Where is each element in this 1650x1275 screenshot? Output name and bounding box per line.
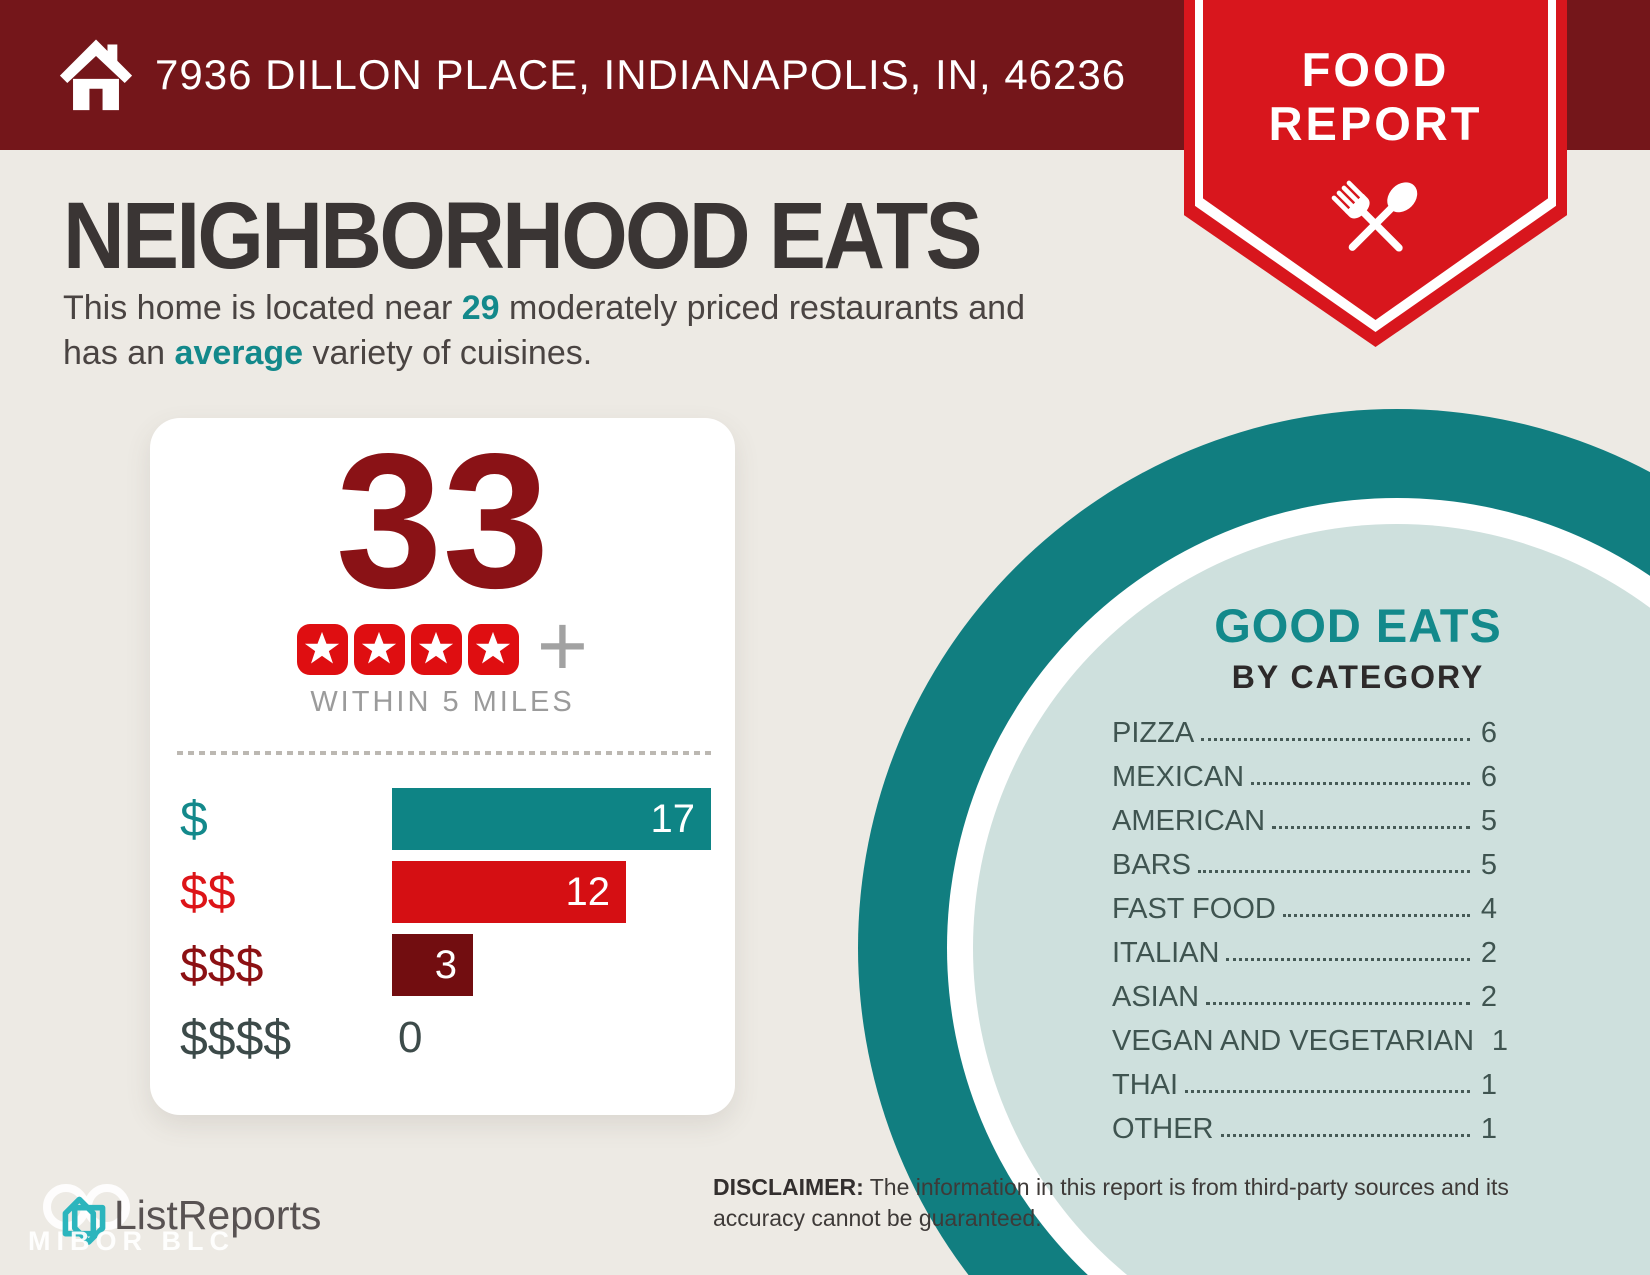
good-eats-heading: GOOD EATS BY CATEGORY [1120, 598, 1596, 696]
category-row: OTHER 1 [1112, 1107, 1497, 1151]
star-icon [296, 623, 348, 675]
category-row: MEXICAN 6 [1112, 755, 1497, 799]
category-count: 1 [1480, 1068, 1497, 1101]
variety-highlight: average [174, 334, 304, 372]
dotted-leader [1201, 737, 1470, 741]
category-label: FAST FOOD [1112, 892, 1276, 925]
bar-value: 17 [650, 796, 696, 841]
category-list: PIZZA 6 MEXICAN 6 AMERICAN 5 BARS 5 FAST FOOD 4 IT… [1112, 711, 1508, 1151]
summary-text: variety of cuisines. [303, 334, 593, 372]
category-row: VEGAN AND VEGETARIAN 1 [1112, 1019, 1508, 1063]
category-count: 4 [1480, 892, 1497, 925]
category-row: PIZZA 6 [1112, 711, 1497, 755]
category-row: ASIAN 2 [1112, 975, 1497, 1019]
category-count: 2 [1480, 936, 1497, 969]
price-tier-label: $ [180, 791, 208, 847]
bar-value: 3 [434, 942, 457, 987]
good-eats-subtitle: BY CATEGORY [1231, 659, 1485, 695]
price-tier-label: $$$$ [180, 1010, 292, 1066]
dotted-leader [1272, 825, 1470, 829]
dotted-leader [1197, 869, 1470, 873]
price-tier-bar: 17 [392, 788, 711, 850]
category-label: BARS [1112, 848, 1191, 881]
good-eats-title: GOOD EATS [1214, 599, 1502, 652]
price-tier-bar: 3 [392, 934, 473, 996]
restaurant-total: 33 [335, 413, 550, 628]
radius-caption: WITHIN 5 MILES [310, 686, 575, 718]
summary-text: moderately priced restaurants and has an [63, 289, 1025, 372]
category-count: 2 [1480, 980, 1497, 1013]
category-label: AMERICAN [1112, 804, 1266, 837]
category-row: FAST FOOD 4 [1112, 887, 1497, 931]
property-address: 7936 DILLON PLACE, INDIANAPOLIS, IN, 462… [155, 51, 1127, 98]
category-count: 6 [1480, 760, 1497, 793]
star-icon [467, 623, 519, 675]
home-icon [59, 39, 133, 111]
dotted-leader [1185, 1089, 1470, 1093]
summary-text: This home is located near [63, 289, 462, 327]
food-report-badge: FOOD REPORT [1184, 0, 1567, 347]
dotted-leader [1226, 957, 1470, 961]
bar-value: 12 [565, 869, 611, 914]
category-count: 1 [1480, 1112, 1497, 1145]
rating-stars: + [150, 595, 735, 695]
disclaimer-label: DISCLAIMER: [713, 1174, 864, 1200]
category-row: AMERICAN 5 [1112, 799, 1497, 843]
category-label: OTHER [1112, 1112, 1214, 1145]
restaurant-count-highlight: 29 [461, 289, 500, 327]
summary-sentence: This home is located near 29 moderately … [63, 286, 1078, 376]
mibor-watermark: MIBOR BLC [28, 1226, 235, 1256]
bar-value: 0 [398, 1013, 423, 1062]
price-tier-label: $$$ [180, 937, 264, 993]
dotted-leader [1206, 1001, 1470, 1005]
listreports-logo-icon [62, 1196, 106, 1245]
dashed-divider [177, 751, 712, 755]
stats-card: 33 + WITHIN 5 MILES $17 $$ 12 $$$ 3 $$$$ 0 [150, 418, 735, 1115]
ribbon-title-line1: FOOD [1301, 43, 1450, 96]
plus-icon: + [536, 595, 589, 695]
price-tier-bar: 12 [392, 861, 626, 923]
page-title: NEIGHBORHOOD EATS [63, 183, 983, 289]
category-row: BARS 5 [1112, 843, 1497, 887]
spoon-fork-icon [1331, 180, 1417, 252]
category-label: THAI [1112, 1068, 1179, 1101]
category-label: ASIAN [1112, 980, 1200, 1013]
category-count: 1 [1491, 1024, 1509, 1057]
category-count: 5 [1480, 804, 1497, 837]
category-count: 5 [1480, 848, 1497, 881]
category-row: THAI 1 [1112, 1063, 1497, 1107]
category-label: ITALIAN [1112, 936, 1220, 969]
disclaimer-text: The information in this report is from t… [713, 1174, 1509, 1231]
disclaimer: DISCLAIMER: The information in this repo… [713, 1172, 1563, 1234]
category-count: 6 [1480, 716, 1497, 749]
star-icon [353, 623, 405, 675]
price-tier-label: $$ [180, 864, 236, 920]
dotted-leader [1282, 913, 1470, 917]
ribbon-title-line2: REPORT [1268, 97, 1483, 150]
category-row: ITALIAN 2 [1112, 931, 1497, 975]
category-label: VEGAN AND VEGETARIAN [1112, 1024, 1475, 1057]
category-label: MEXICAN [1112, 760, 1245, 793]
dotted-leader [1251, 781, 1470, 785]
star-icon [410, 623, 462, 675]
listreports-wordmark: ListReports [114, 1192, 322, 1238]
dotted-leader [1220, 1133, 1470, 1137]
category-label: PIZZA [1112, 716, 1195, 749]
